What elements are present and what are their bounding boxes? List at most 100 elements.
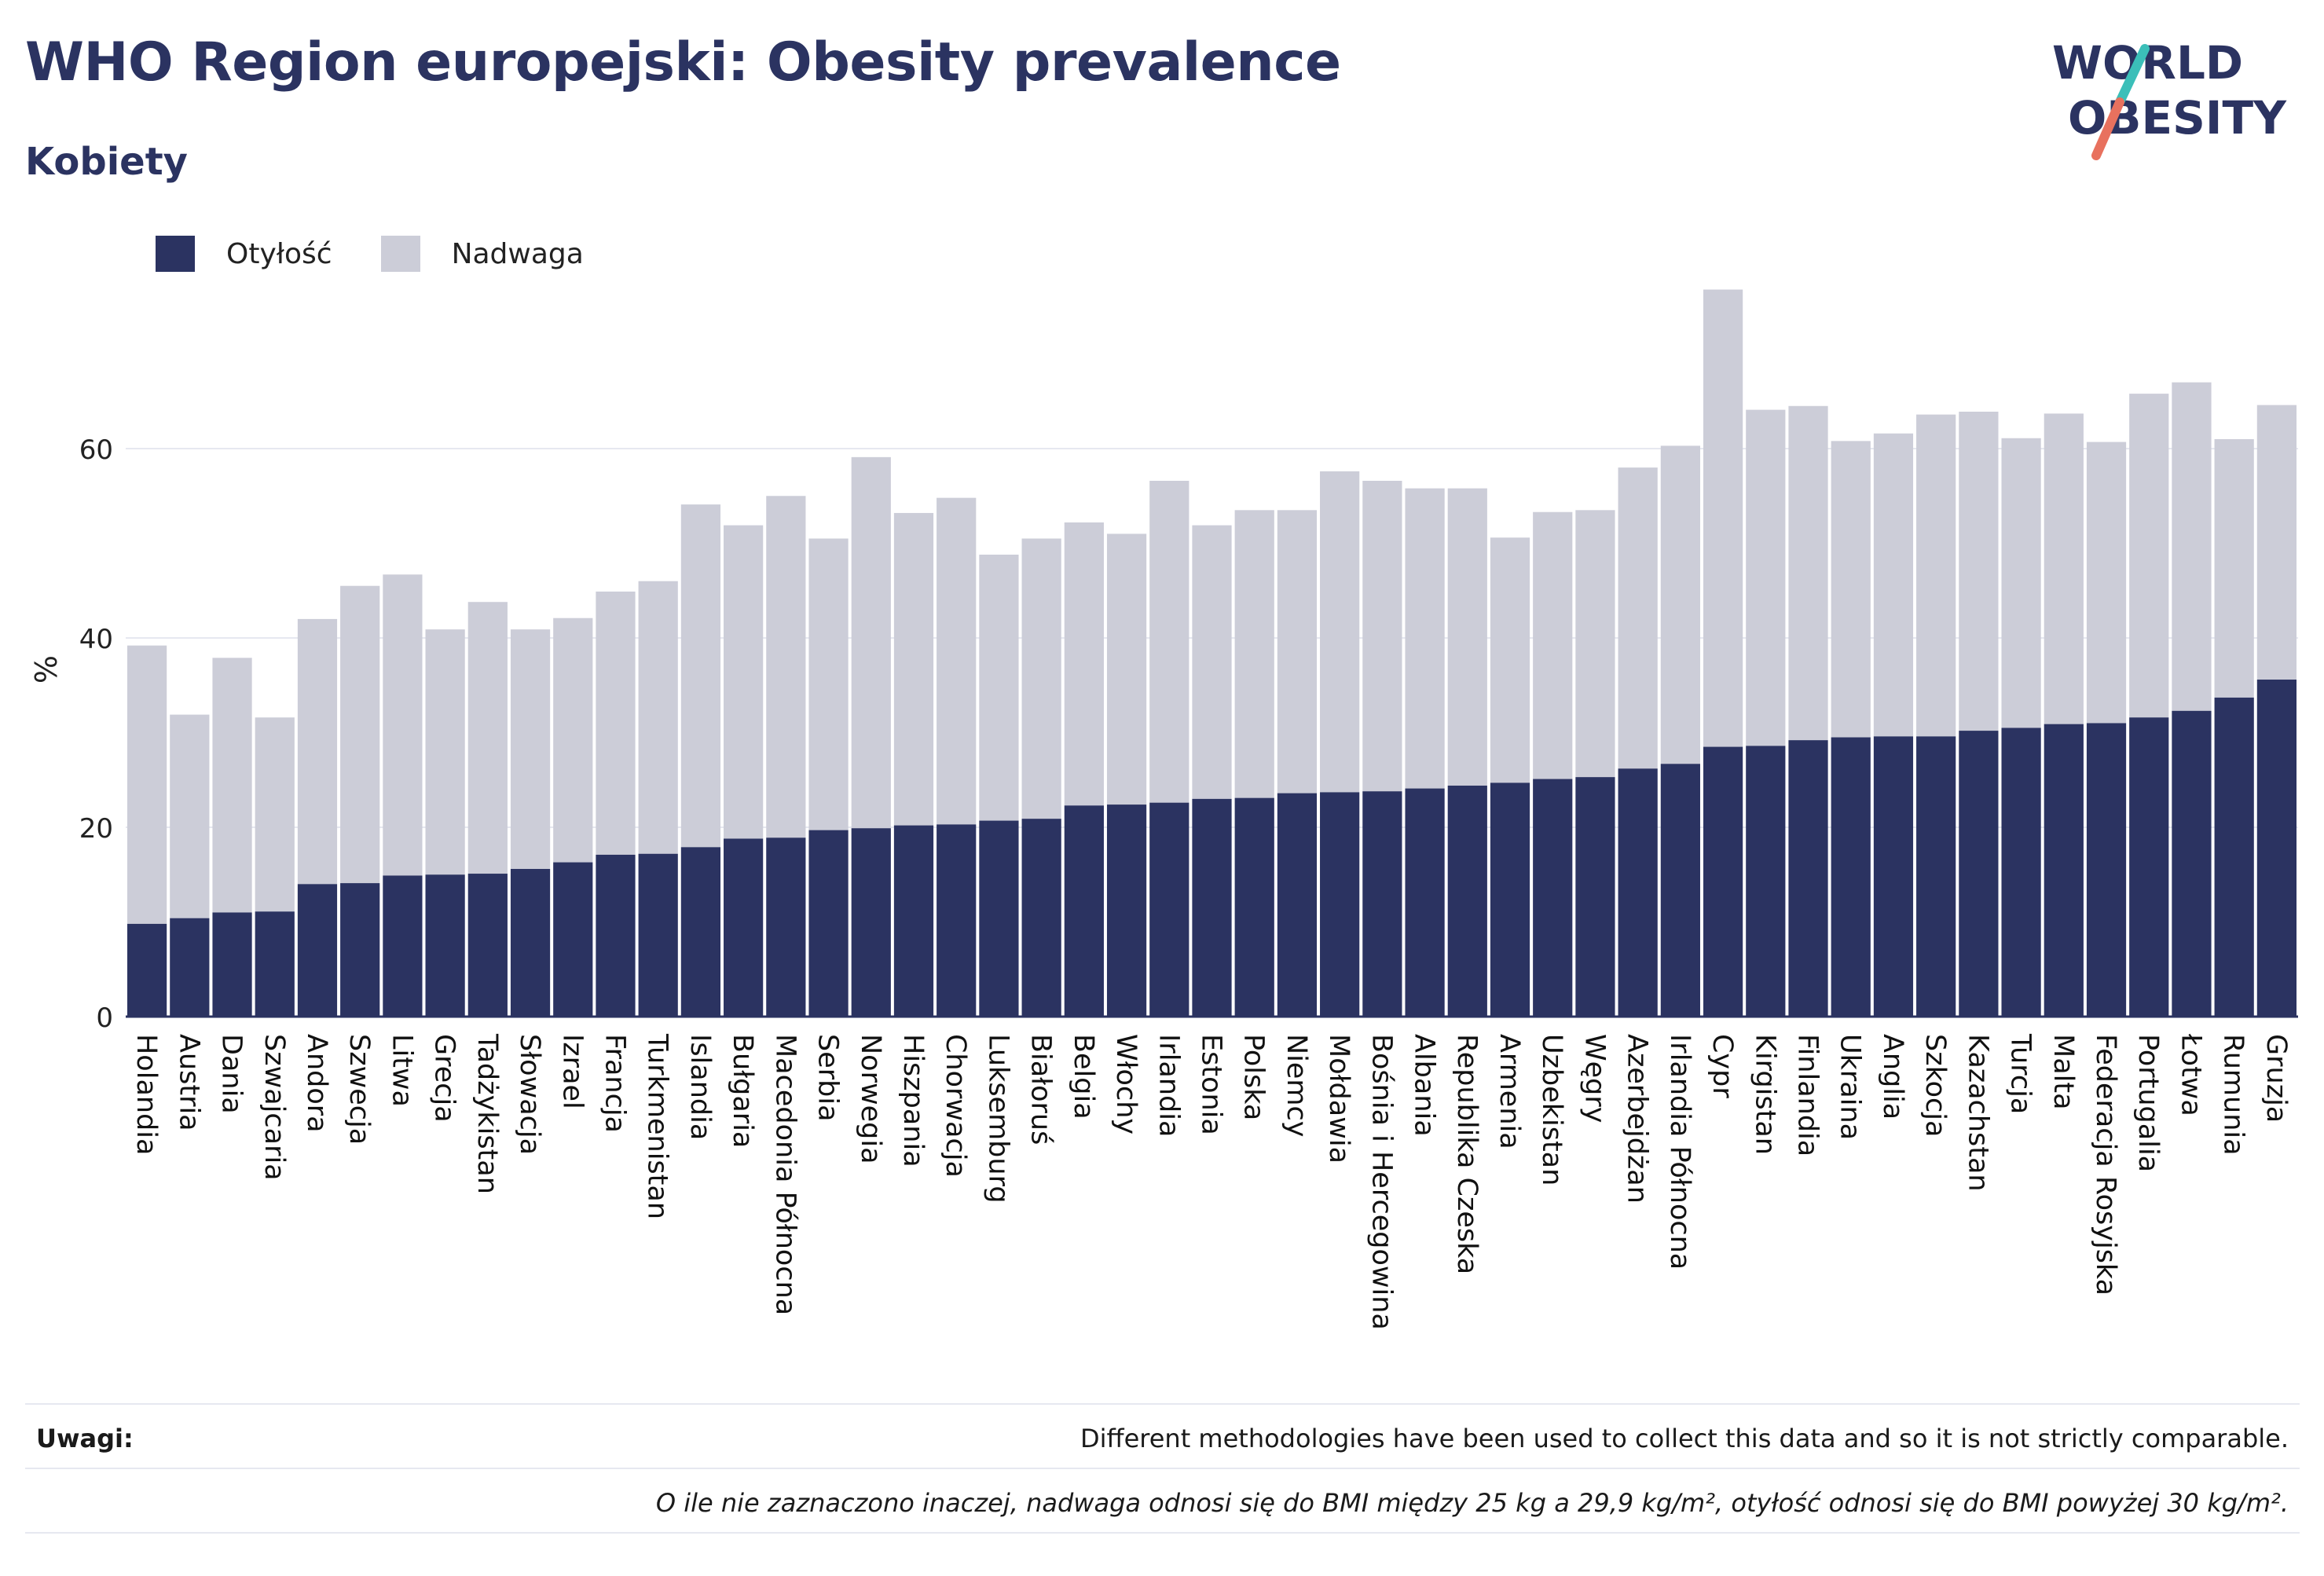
bar-overweight [212,658,252,913]
bar-obesity [2172,710,2212,1017]
bar-overweight [467,602,508,874]
x-tick-label: Belgia [1068,1034,1099,1120]
bar-overweight [297,618,338,885]
bar-obesity [1447,785,1487,1017]
x-tick-label: Federacja Rosyjska [2090,1034,2121,1296]
x-tick-label: Chorwacja [940,1034,971,1178]
legend-item-obesity: Otyłość [156,236,332,272]
legend-swatch-overweight [380,236,420,272]
bar-obesity [1490,783,1530,1017]
bar-obesity [467,874,508,1017]
chart-subtitle: Kobiety [25,140,188,184]
x-tick-label: Bułgaria [727,1034,758,1148]
notes-divider-top [25,1403,2300,1405]
x-tick-label: Uzbekistan [1536,1034,1567,1186]
bar-overweight [1405,488,1445,789]
logo-stroke-coral-icon [2091,97,2124,160]
x-tick-label: Grecja [429,1034,460,1123]
x-tick-label: Gruzja [2260,1034,2292,1123]
x-tick-label: Albania [1409,1034,1440,1137]
bar-overweight [2256,405,2297,680]
bar-overweight [1362,480,1402,792]
bar-obesity [979,820,1019,1017]
notes-divider-middle [25,1468,2300,1469]
bar-overweight [1021,538,1061,819]
y-tick-label: 0 [96,1002,113,1034]
bar-overweight [1149,480,1189,803]
bar-obesity [1575,777,1615,1017]
bar-overweight [638,581,678,854]
bar-obesity [2086,723,2127,1017]
x-tick-label: Cypr [1706,1034,1738,1098]
bar-obesity [2214,697,2254,1017]
bar-obesity [851,828,891,1017]
x-tick-label: Portugalia [2132,1034,2164,1172]
bar-obesity [383,875,423,1017]
bar-overweight [2001,438,2041,728]
bar-obesity [510,869,551,1017]
bar-obesity [724,838,764,1017]
bar-overweight [766,496,806,838]
bar-overweight [170,714,210,918]
bar-obesity [340,883,380,1017]
x-tick-label: Litwa [386,1034,417,1107]
legend-label-obesity: Otyłość [226,237,332,270]
bar-overweight [1234,510,1274,798]
chart-legend: Otyłość Nadwaga [156,236,632,272]
bar-overweight [553,618,593,863]
bar-obesity [2129,717,2169,1017]
x-tick-label: Rumunia [2218,1034,2249,1156]
x-tick-label: Estonia [1196,1034,1227,1135]
bar-obesity [1362,791,1402,1017]
bar-obesity [1277,793,1318,1017]
bar-overweight [2172,382,2212,711]
bar-obesity [2044,724,2084,1017]
bar-obesity [1533,779,1573,1017]
bar-obesity [937,824,977,1017]
bar-obesity [1788,740,1828,1017]
bar-overweight [2086,442,2127,724]
bar-obesity [1405,788,1445,1017]
bar-overweight [1618,467,1658,769]
x-tick-label: Armenia [1494,1034,1525,1149]
notes-methodology: Different methodologies have been used t… [1080,1424,2289,1453]
x-tick-label: Szwajcaria [258,1034,290,1181]
bar-overweight [851,456,891,829]
y-tick-label: 40 [79,624,113,655]
bar-obesity [766,837,806,1017]
bar-overweight [1064,522,1104,806]
x-tick-label: Francja [599,1034,630,1133]
x-tick-label: Serbia [812,1034,844,1122]
bar-obesity [1192,798,1232,1017]
legend-label-overweight: Nadwaga [451,237,584,270]
bar-obesity [1064,805,1104,1017]
x-tick-label: Niemcy [1281,1034,1312,1138]
bar-obesity [1703,746,1743,1017]
x-tick-label: Włochy [1110,1034,1142,1134]
bar-obesity [2256,680,2297,1017]
bar-obesity [893,825,934,1017]
x-tick-label: Kirgistan [1749,1034,1780,1155]
bar-obesity [680,847,721,1017]
bar-overweight [2044,413,2084,724]
bar-overweight [383,574,423,876]
x-tick-label: Szkocja [1919,1034,1951,1137]
bar-overweight [1192,525,1232,799]
bar-overweight [1660,445,1700,764]
bar-overweight [937,497,977,825]
bar-obesity [553,862,593,1017]
bar-overweight [979,554,1019,821]
bar-overweight [1447,488,1487,786]
x-tick-label: Norwegia [855,1034,886,1164]
x-tick-label: Azerbejdżan [1622,1034,1653,1204]
x-tick-label: Austria [173,1034,204,1131]
x-tick-label: Białoruś [1025,1034,1057,1145]
x-tick-label: Bośnia i Hercegowina [1365,1034,1397,1330]
bar-obesity [1873,736,1914,1017]
bar-obesity [1106,804,1147,1017]
x-tick-label: Tadżykistan [471,1033,503,1194]
x-tick-label: Turkmenistan [642,1033,673,1219]
bar-overweight [1575,510,1615,778]
bar-overweight [510,629,551,870]
